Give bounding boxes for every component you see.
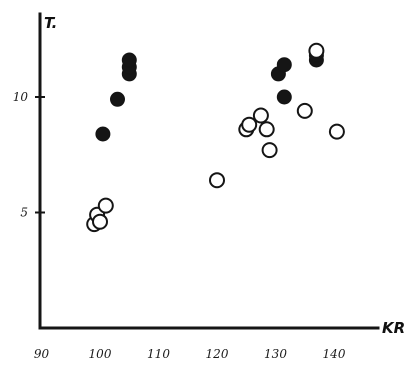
filled-data-point: [276, 57, 292, 73]
filled-data-point: [276, 89, 292, 105]
open-data-point: [261, 142, 278, 159]
x-tick-label: 100: [89, 347, 112, 361]
open-data-point: [328, 123, 345, 140]
y-axis-title: T.: [44, 14, 57, 32]
y-tick-label: 10: [13, 90, 29, 104]
chart-axes: [38, 12, 380, 330]
open-data-point: [97, 197, 114, 214]
open-data-point: [296, 102, 313, 119]
open-data-point: [258, 121, 275, 138]
chart-ticks: [35, 96, 45, 214]
filled-data-point: [95, 126, 111, 142]
open-data-point: [252, 107, 269, 124]
filled-data-point: [110, 91, 125, 107]
chart-labels: T. KR 5 10 90 100 110 120 130 140: [13, 14, 405, 361]
y-tick-label: 5: [20, 206, 28, 220]
chart-points: [86, 42, 345, 233]
x-tick-label: 110: [147, 347, 170, 361]
x-axis-title: KR: [382, 319, 405, 337]
x-tick-label: 130: [264, 347, 287, 361]
filled-data-point: [121, 52, 137, 68]
open-data-point: [92, 213, 108, 230]
x-tick-label: 140: [323, 347, 346, 361]
open-data-point: [241, 116, 258, 133]
x-tick-label: 120: [206, 347, 229, 361]
open-data-point: [308, 42, 325, 59]
open-data-point: [209, 172, 225, 189]
x-tick-label: 90: [34, 347, 50, 361]
